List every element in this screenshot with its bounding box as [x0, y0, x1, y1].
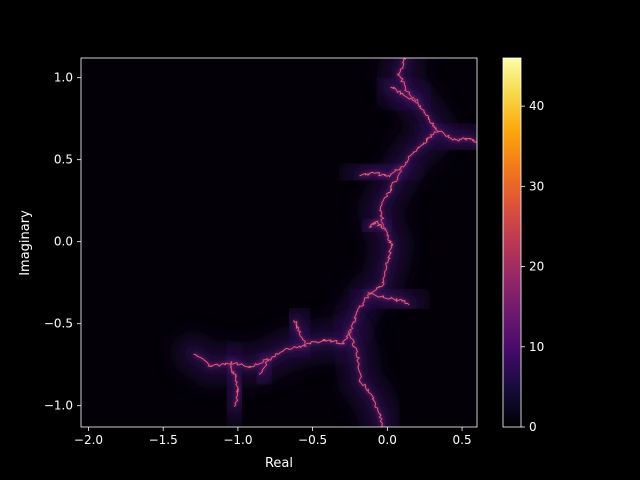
colorbar-ticks: 0 10 20 30 40 [521, 99, 544, 434]
y-tick-label: −0.5 [44, 317, 73, 331]
colorbar-gradient [503, 58, 521, 427]
fractal-core [348, 330, 383, 427]
plot-frame [80, 57, 478, 428]
fractal-core [193, 58, 439, 368]
fractal-core [370, 293, 410, 306]
heatmap-area [81, 58, 477, 427]
colorbar-tick-label: 40 [529, 99, 544, 113]
fractal-core [437, 130, 477, 143]
x-tick-label: 0.0 [378, 433, 397, 447]
x-axis-label: Real [265, 456, 293, 471]
colorbar-tick-label: 30 [529, 179, 544, 193]
fractal-structure [193, 58, 477, 427]
fractal-core [368, 220, 385, 229]
x-tick-label: −1.0 [223, 433, 252, 447]
fractal-core [259, 360, 270, 375]
y-axis: −1.0 −0.5 0.0 0.5 1.0 [44, 71, 81, 413]
y-tick-label: 0.0 [54, 235, 73, 249]
y-tick-label: 0.5 [54, 153, 73, 167]
fractal-core [359, 167, 402, 177]
x-tick-label: −0.5 [298, 433, 327, 447]
fractal-core [229, 364, 239, 407]
colorbar-frame [502, 57, 522, 428]
x-tick-label: −2.0 [74, 433, 103, 447]
fractal-core [390, 86, 417, 103]
y-tick-label: 1.0 [54, 71, 73, 85]
x-axis: −2.0 −1.5 −1.0 −0.5 0.0 0.5 [74, 427, 472, 447]
x-tick-label: 0.5 [453, 433, 472, 447]
colorbar-tick-label: 20 [529, 260, 544, 274]
x-tick-label: −1.5 [149, 433, 178, 447]
y-tick-label: −1.0 [44, 399, 73, 413]
y-axis-label: Imaginary [18, 210, 33, 276]
fractal-core [293, 320, 306, 344]
colorbar-tick-label: 0 [529, 420, 537, 434]
colorbar-tick-label: 10 [529, 340, 544, 354]
colorbar: 0 10 20 30 40 [502, 57, 544, 434]
